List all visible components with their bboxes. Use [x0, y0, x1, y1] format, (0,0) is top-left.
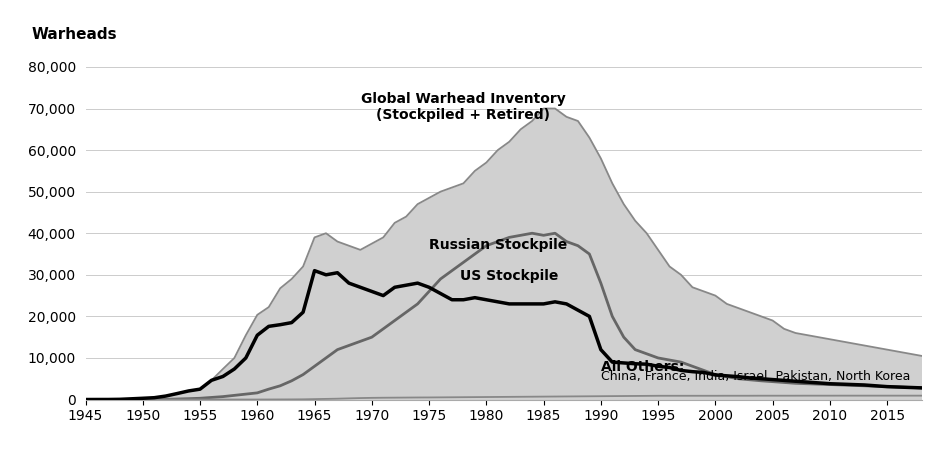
Text: All Others:: All Others: [600, 360, 684, 374]
Text: Global Warhead Inventory
(Stockpiled + Retired): Global Warhead Inventory (Stockpiled + R… [361, 92, 566, 122]
Text: Russian Stockpile: Russian Stockpile [428, 238, 567, 252]
Text: Warheads: Warheads [31, 27, 117, 42]
Text: US Stockpile: US Stockpile [460, 269, 559, 283]
Text: China, France, India, Israel, Pakistan, North Korea: China, France, India, Israel, Pakistan, … [600, 370, 910, 384]
